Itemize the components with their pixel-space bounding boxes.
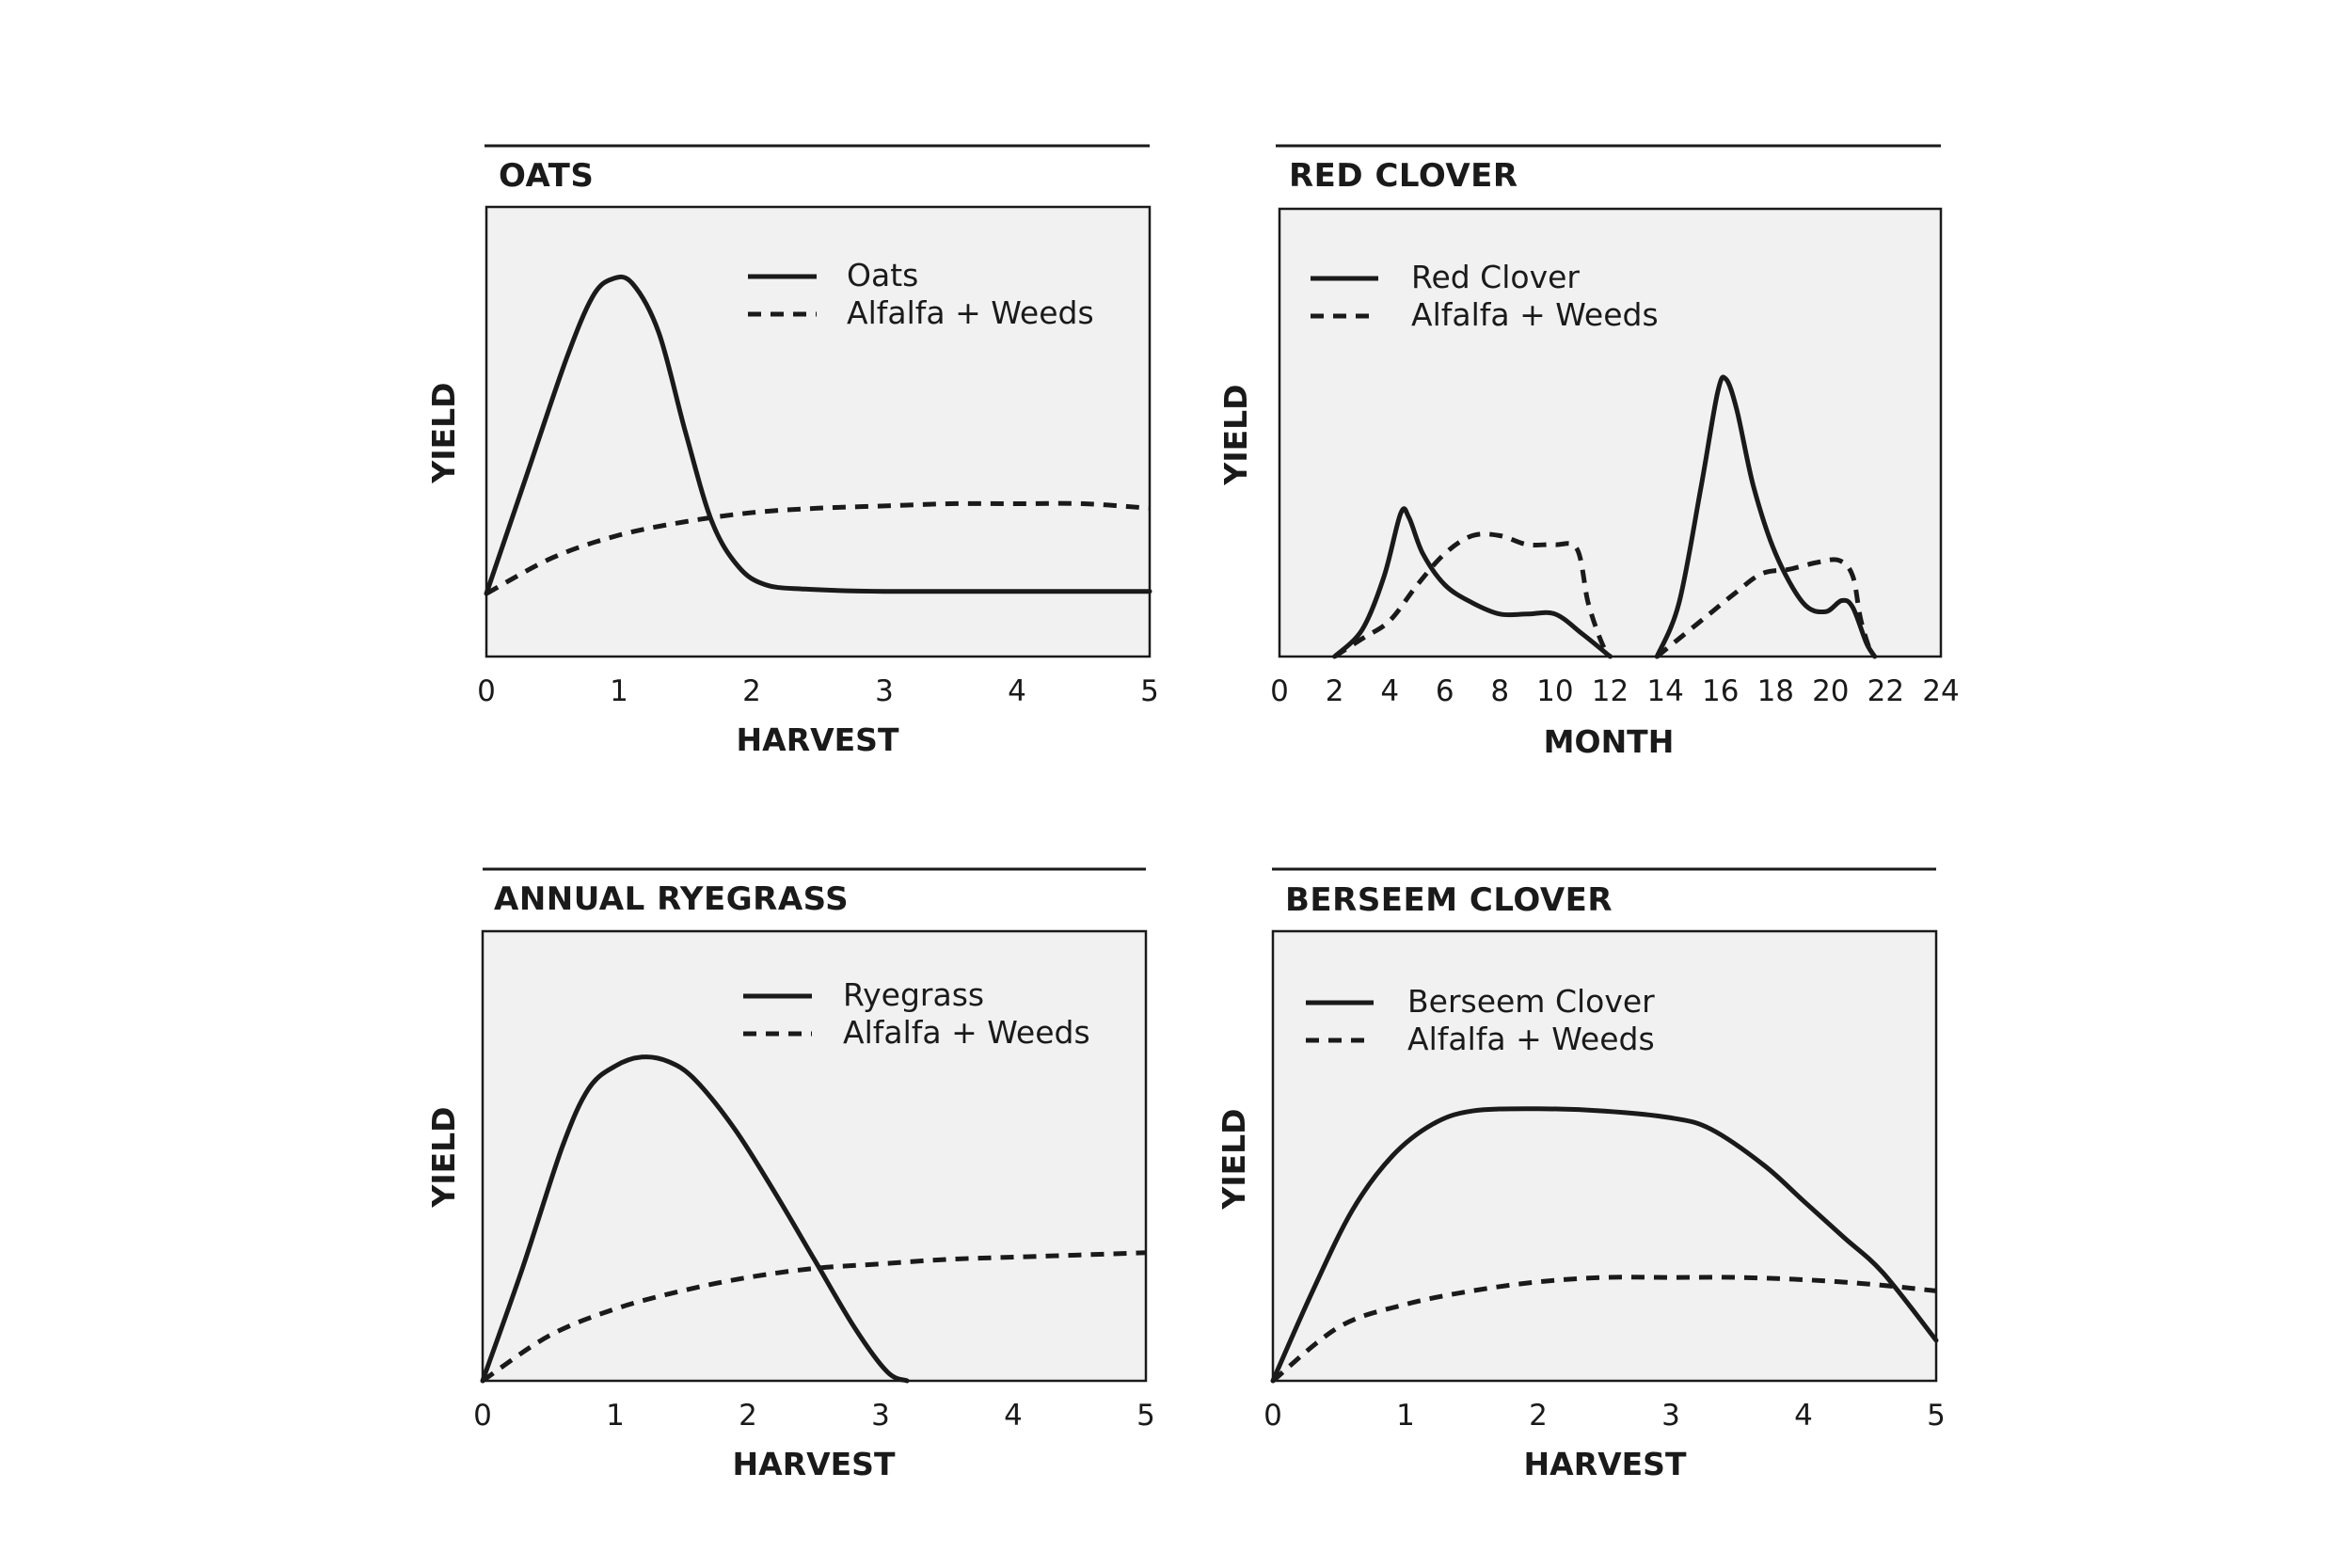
x-tick-label: 4 (1004, 1399, 1023, 1433)
plot-area (485, 205, 1152, 658)
plot-lines (1332, 374, 1878, 659)
x-axis-label: HARVEST (1524, 1446, 1687, 1482)
panel-title: BERSEEM CLOVER (1285, 881, 1613, 919)
x-tick-label: 2 (742, 674, 761, 708)
x-tick-label: 1 (606, 1399, 625, 1433)
x-tick-label: 1 (1396, 1399, 1415, 1433)
x-axis-label: HARVEST (737, 721, 899, 758)
series-solid-line (484, 274, 1152, 596)
x-tick-label: 2 (1326, 674, 1344, 708)
y-axis-label: YIELD (425, 382, 462, 483)
x-tick-label: 10 (1536, 674, 1573, 708)
x-tick-label: 12 (1592, 674, 1629, 708)
legend: Red Clover Alfalfa + Weeds (1311, 259, 1659, 333)
x-tick-labels: 0 1 2 3 4 5 (477, 674, 1159, 708)
legend: Ryegrass Alfalfa + Weeds (743, 976, 1090, 1051)
y-axis-label: YIELD (425, 1106, 462, 1208)
plot-area (1278, 207, 1943, 658)
legend-label: Oats (847, 257, 918, 293)
legend-label: Alfalfa + Weeds (843, 1014, 1090, 1051)
x-tick-label: 4 (1008, 674, 1026, 708)
legend-label: Alfalfa + Weeds (1411, 296, 1659, 333)
series-dashed-line-segment-1 (1333, 531, 1613, 659)
x-tick-label: 2 (739, 1399, 757, 1433)
plot-area (481, 929, 1148, 1383)
panel-oats: OATS 0 1 2 3 4 5 Oats Alfalfa + Weeds HARVEST… (425, 144, 1159, 758)
series-solid-line-segment-1 (1332, 506, 1613, 659)
legend: Oats Alfalfa + Weeds (748, 257, 1094, 331)
x-tick-label: 20 (1812, 674, 1849, 708)
x-tick-label: 1 (610, 674, 628, 708)
x-tick-label: 6 (1436, 674, 1454, 708)
series-dashed-line (1271, 1275, 1937, 1383)
x-tick-label: 0 (477, 674, 496, 708)
series-solid-line (1270, 1106, 1939, 1384)
x-tick-label: 3 (871, 1399, 890, 1433)
legend-label: Berseem Clover (1407, 983, 1655, 1020)
y-axis-label: YIELD (1216, 1108, 1252, 1210)
series-dashed-line-segment-2 (1655, 557, 1875, 658)
x-tick-label: 2 (1529, 1399, 1548, 1433)
plot-lines (1270, 1106, 1939, 1384)
x-axis-label: MONTH (1544, 723, 1675, 760)
x-tick-label: 0 (1263, 1399, 1282, 1433)
y-axis-label: YIELD (1217, 384, 1254, 485)
panel-title: OATS (499, 157, 594, 195)
panel-annual-ryegrass: ANNUAL RYEGRASS 0 1 2 3 4 5 Ryegrass Alfalfa … (425, 867, 1155, 1482)
legend-label: Red Clover (1411, 259, 1580, 295)
x-tick-label: 14 (1646, 674, 1683, 708)
plot-lines (480, 1054, 1147, 1384)
x-tick-label: 3 (1661, 1399, 1680, 1433)
legend-label: Alfalfa + Weeds (847, 294, 1094, 331)
x-tick-labels: 0 1 2 3 4 5 (473, 1399, 1155, 1433)
x-axis-label: HARVEST (733, 1446, 896, 1482)
x-tick-label: 24 (1922, 674, 1959, 708)
series-solid-line-segment-2 (1654, 374, 1878, 659)
x-tick-labels: 0 1 2 3 4 5 (1263, 1399, 1946, 1433)
series-dashed-line (481, 1250, 1147, 1384)
x-tick-label: 4 (1380, 674, 1399, 708)
x-tick-label: 16 (1702, 674, 1739, 708)
x-tick-label: 18 (1757, 674, 1794, 708)
x-tick-label: 22 (1867, 674, 1904, 708)
panel-red-clover: RED CLOVER 0 2 4 6 8 10 12 14 16 18 20 22 24 Red Clo… (1217, 144, 1960, 760)
x-tick-label: 0 (473, 1399, 492, 1433)
series-solid-line (480, 1054, 910, 1384)
panel-title: ANNUAL RYEGRASS (494, 880, 849, 918)
legend-label: Alfalfa + Weeds (1407, 1021, 1655, 1057)
legend-label: Ryegrass (843, 976, 984, 1013)
plot-area (1271, 929, 1938, 1383)
x-tick-label: 3 (875, 674, 894, 708)
x-tick-label: 5 (1140, 674, 1159, 708)
x-tick-label: 5 (1136, 1399, 1155, 1433)
panel-berseem-clover: BERSEEM CLOVER 0 1 2 3 4 5 Berseem Clover Alf… (1216, 867, 1946, 1482)
x-tick-label: 0 (1270, 674, 1289, 708)
plot-lines (484, 274, 1152, 596)
x-tick-label: 8 (1490, 674, 1509, 708)
series-dashed-line (485, 500, 1151, 596)
legend: Berseem Clover Alfalfa + Weeds (1306, 983, 1655, 1057)
x-tick-label: 4 (1794, 1399, 1813, 1433)
panel-title: RED CLOVER (1289, 157, 1518, 195)
x-tick-labels: 0 2 4 6 8 10 12 14 16 18 20 22 24 (1270, 674, 1960, 708)
x-tick-label: 5 (1927, 1399, 1946, 1433)
